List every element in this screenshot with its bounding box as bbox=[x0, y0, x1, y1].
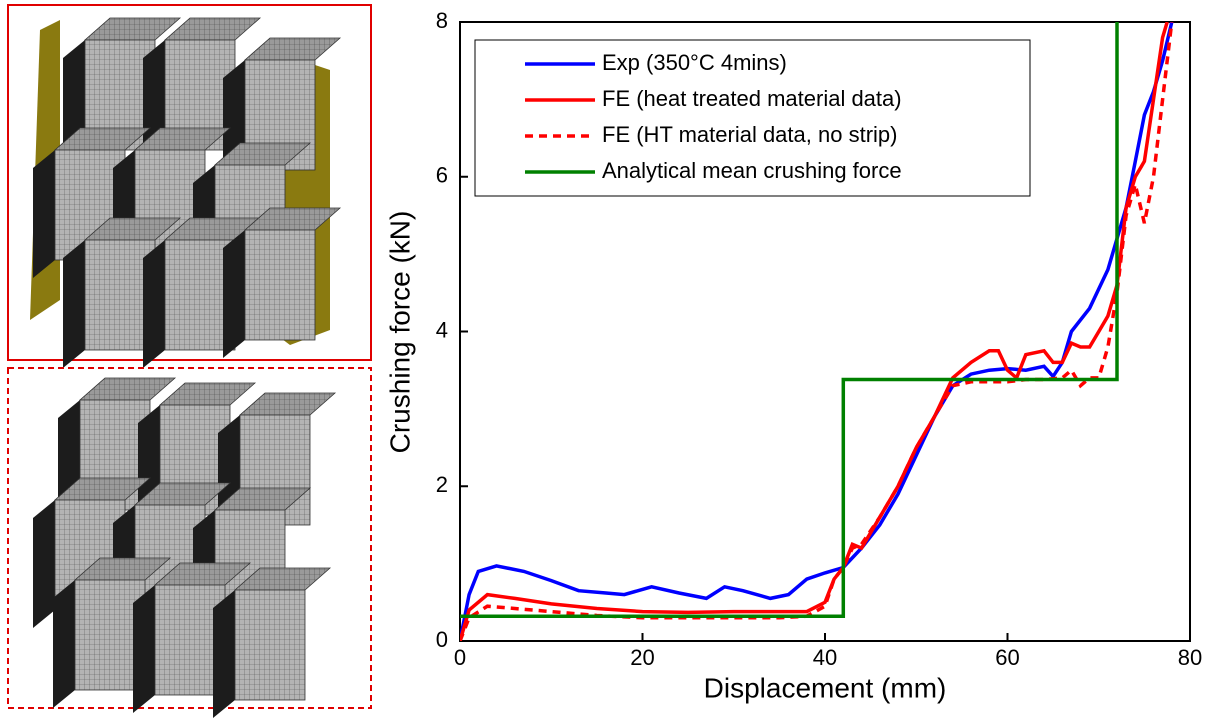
legend-label: Analytical mean crushing force bbox=[602, 158, 902, 183]
x-tick-label: 0 bbox=[454, 645, 466, 670]
mesh-panel-no-strip bbox=[8, 368, 371, 718]
legend-label: FE (heat treated material data) bbox=[602, 86, 902, 111]
x-axis-title: Displacement (mm) bbox=[704, 672, 947, 703]
mesh-panel-with-strip bbox=[8, 5, 371, 368]
y-tick-label: 6 bbox=[436, 163, 448, 188]
figure: Displacement (mm) Crushing force (kN) 0 2… bbox=[0, 0, 1218, 718]
y-tick-label: 2 bbox=[436, 472, 448, 497]
y-tick-label: 4 bbox=[436, 317, 448, 342]
x-tick-label: 20 bbox=[630, 645, 654, 670]
legend-label: FE (HT material data, no strip) bbox=[602, 122, 897, 147]
page: Displacement (mm) Crushing force (kN) 0 2… bbox=[0, 0, 1218, 723]
y-tick-label: 0 bbox=[436, 627, 448, 652]
x-tick-label: 40 bbox=[813, 645, 837, 670]
x-tick-label: 60 bbox=[995, 645, 1019, 670]
y-axis-title: Crushing force (kN) bbox=[384, 211, 415, 454]
legend-label: Exp (350°C 4mins) bbox=[602, 50, 787, 75]
x-tick-label: 80 bbox=[1178, 645, 1202, 670]
y-tick-label: 8 bbox=[436, 8, 448, 33]
